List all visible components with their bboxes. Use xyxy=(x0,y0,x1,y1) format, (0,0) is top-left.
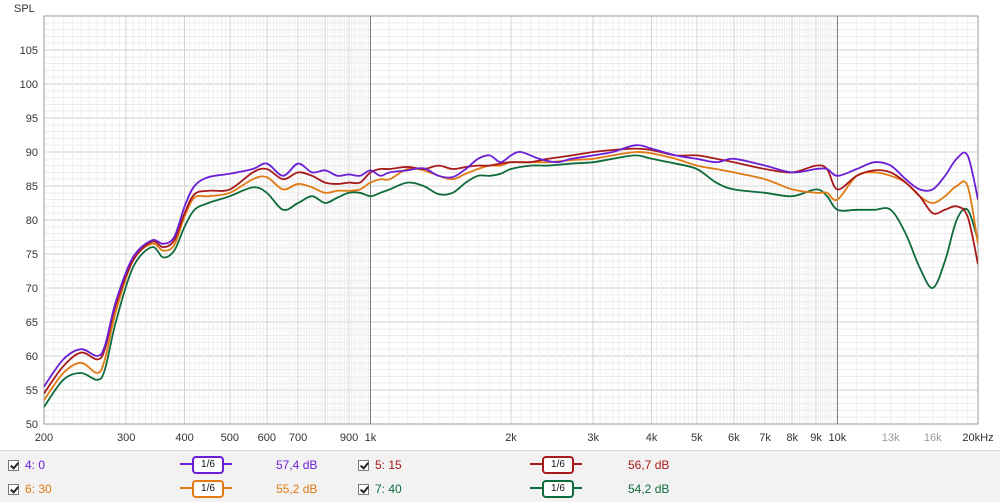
legend-item-series-4: 7: 40 xyxy=(358,480,508,502)
x-tick-label: 8k xyxy=(786,432,798,444)
series-line-1 xyxy=(44,144,978,388)
x-tick-label: 2k xyxy=(505,432,517,444)
legend-label-series-1: 4: 0 xyxy=(25,458,46,472)
x-tick-label: 3k xyxy=(587,432,599,444)
series-group xyxy=(44,144,978,408)
legend-item-series-2: 5: 15 xyxy=(358,456,508,478)
x-tick-label: 4k xyxy=(646,432,658,444)
x-tick-label: 900 xyxy=(340,432,358,444)
y-tick-label: 70 xyxy=(26,283,38,295)
y-tick-label: 55 xyxy=(26,385,38,397)
series-line-4 xyxy=(44,154,978,408)
y-tick-label: 90 xyxy=(26,147,38,159)
legend-label-series-2: 5: 15 xyxy=(375,458,402,472)
legend-checkbox-series-4[interactable] xyxy=(358,484,369,495)
legend-swatch-series-3[interactable]: 1/6 xyxy=(180,480,240,502)
y-tick-label: 80 xyxy=(26,215,38,227)
x-tick-label: 200 xyxy=(35,432,53,444)
smoothing-button-series-3[interactable]: 1/6 xyxy=(192,480,224,498)
y-tick-label: 105 xyxy=(20,45,38,57)
x-tick-label: 700 xyxy=(289,432,307,444)
legend-checkbox-series-3[interactable] xyxy=(8,484,19,495)
x-tick-label: 500 xyxy=(221,432,239,444)
x-tick-label: 9k xyxy=(810,432,822,444)
x-tick-label: 16k xyxy=(924,432,942,444)
legend-panel: 4: 0 1/6 57,4 dB 5: 15 1/6 56,7 dB 6: 30… xyxy=(0,450,1000,502)
smoothing-button-series-4[interactable]: 1/6 xyxy=(542,480,574,498)
legend-swatch-series-2[interactable]: 1/6 xyxy=(530,456,590,478)
spl-chart: 50 55 60 65 70 75 80 85 90 95 100 105 200 300 400 500 60… xyxy=(14,3,994,444)
smoothing-button-series-1[interactable]: 1/6 xyxy=(192,456,224,474)
legend-swatch-series-1[interactable]: 1/6 xyxy=(180,456,240,478)
series-line-3 xyxy=(44,151,978,401)
smoothing-button-series-2[interactable]: 1/6 xyxy=(542,456,574,474)
y-tick-labels: 50 55 60 65 70 75 80 85 90 95 100 105 xyxy=(20,45,38,431)
legend-swatch-series-4[interactable]: 1/6 xyxy=(530,480,590,502)
x-tick-label: 13k xyxy=(882,432,900,444)
y-tick-label: 60 xyxy=(26,351,38,363)
y-tick-label: 100 xyxy=(20,79,38,91)
x-tick-label: 6k xyxy=(728,432,740,444)
legend-db-series-3: 55,2 dB xyxy=(276,482,318,496)
chart-svg: 50 55 60 65 70 75 80 85 90 95 100 105 200 300 400 500 60… xyxy=(14,3,994,444)
legend-db-series-2: 56,7 dB xyxy=(628,458,670,472)
x-tick-label: 300 xyxy=(117,432,135,444)
legend-label-series-4: 7: 40 xyxy=(375,482,402,496)
x-tick-label: 20kHz xyxy=(962,432,993,444)
y-tick-label: 65 xyxy=(26,317,38,329)
legend-db-series-4: 54,2 dB xyxy=(628,482,670,496)
x-tick-label: 5k xyxy=(691,432,703,444)
y-axis-title: SPL xyxy=(14,3,35,15)
legend-item-series-1: 4: 0 xyxy=(8,456,158,478)
y-tick-label: 75 xyxy=(26,249,38,261)
y-tick-label: 95 xyxy=(26,113,38,125)
x-tick-label: 400 xyxy=(175,432,193,444)
x-tick-label: 7k xyxy=(759,432,771,444)
legend-item-series-3: 6: 30 xyxy=(8,480,158,502)
legend-label-series-3: 6: 30 xyxy=(25,482,52,496)
series-line-2 xyxy=(44,147,978,394)
y-tick-label: 50 xyxy=(26,419,38,431)
x-tick-label: 10k xyxy=(829,432,847,444)
x-tick-labels: 200 300 400 500 600 700 900 1k 2k 3k 4k 5k 6k 7k 8k 9k 1… xyxy=(35,432,994,444)
grid xyxy=(43,15,979,425)
plot-border xyxy=(43,15,979,425)
x-tick-label: 1k xyxy=(365,432,377,444)
y-tick-label: 85 xyxy=(26,181,38,193)
legend-db-series-1: 57,4 dB xyxy=(276,458,318,472)
legend-checkbox-series-1[interactable] xyxy=(8,460,19,471)
x-tick-label: 600 xyxy=(258,432,276,444)
legend-checkbox-series-2[interactable] xyxy=(358,460,369,471)
